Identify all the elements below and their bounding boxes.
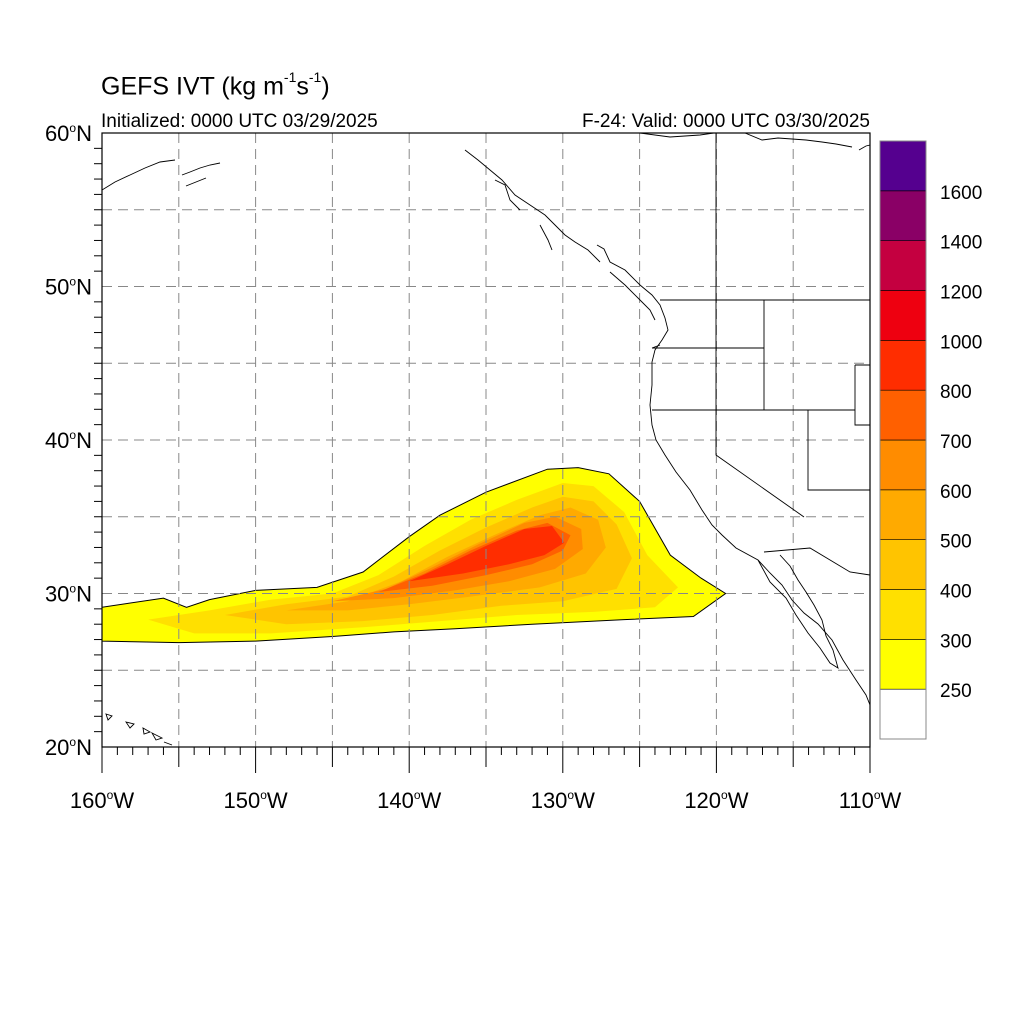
lon-tick-label: 110oW <box>839 788 902 813</box>
state-borders <box>651 133 870 576</box>
lon-tick-label: 160oW <box>70 788 134 813</box>
coastline-bc-islands <box>464 149 656 321</box>
colorbar-swatch <box>879 688 927 740</box>
ivt-filled-contours <box>102 467 727 644</box>
lon-tick-label: 140oW <box>377 788 441 813</box>
colorbar-swatch <box>879 140 927 192</box>
colorbar-swatch <box>879 240 927 291</box>
colorbar-label: 700 <box>940 432 972 453</box>
colorbar-swatch <box>879 190 927 241</box>
colorbar-label: 1600 <box>940 183 982 204</box>
axis-labels: 160oW 150oW 140oW 130oW 120oW 110oW 60oN 50oN 40… <box>45 121 902 813</box>
lat-tick-label: 40oN <box>45 428 92 453</box>
colorbar-label: 1000 <box>940 332 982 353</box>
coastline-baja <box>757 554 839 669</box>
initialized-label: Initialized: 0000 UTC 03/29/2025 <box>101 111 378 132</box>
colorbar-swatch <box>879 589 927 640</box>
lon-tick-label: 130oW <box>531 788 595 813</box>
colorbar-label: 300 <box>940 631 972 652</box>
lon-tick-label: 120oW <box>684 788 748 813</box>
colorbar-label: 1200 <box>940 283 982 304</box>
lon-tick-label: 150oW <box>224 788 288 813</box>
colorbar-label: 400 <box>940 582 972 603</box>
valid-time-label: F-24: Valid: 0000 UTC 03/30/2025 <box>582 111 870 132</box>
colorbar-swatch <box>879 290 927 341</box>
colorbar-label: 800 <box>940 382 972 403</box>
colorbar-swatch <box>879 539 927 590</box>
colorbar-swatch <box>879 489 927 540</box>
hawaii-islands <box>105 713 173 746</box>
colorbar-swatch <box>879 439 927 491</box>
lat-tick-label: 50oN <box>45 275 92 300</box>
coastlines-and-borders <box>102 133 870 746</box>
lat-tick-label: 20oN <box>45 735 92 760</box>
colorbar-swatch <box>879 340 927 391</box>
lat-lon-grid <box>102 133 870 747</box>
colorbar-label: 250 <box>940 681 972 702</box>
figure-title: GEFS IVT (kg m-1s-1) <box>101 69 330 101</box>
axis-ticks <box>94 147 871 773</box>
colorbar: 1600 1400 1200 1000 800 700 600 500 400 300 250 <box>879 140 982 740</box>
lat-tick-label: 60oN <box>45 121 92 146</box>
colorbar-label: 500 <box>940 532 972 553</box>
coastline-alaska <box>102 159 221 191</box>
lat-tick-label: 30oN <box>45 582 92 607</box>
colorbar-label: 1400 <box>940 233 982 254</box>
colorbar-frame <box>879 140 927 740</box>
colorbar-label: 600 <box>940 482 972 503</box>
colorbar-swatch <box>879 639 927 690</box>
ivt-contour-800 <box>409 526 565 582</box>
colorbar-swatch <box>879 389 927 441</box>
